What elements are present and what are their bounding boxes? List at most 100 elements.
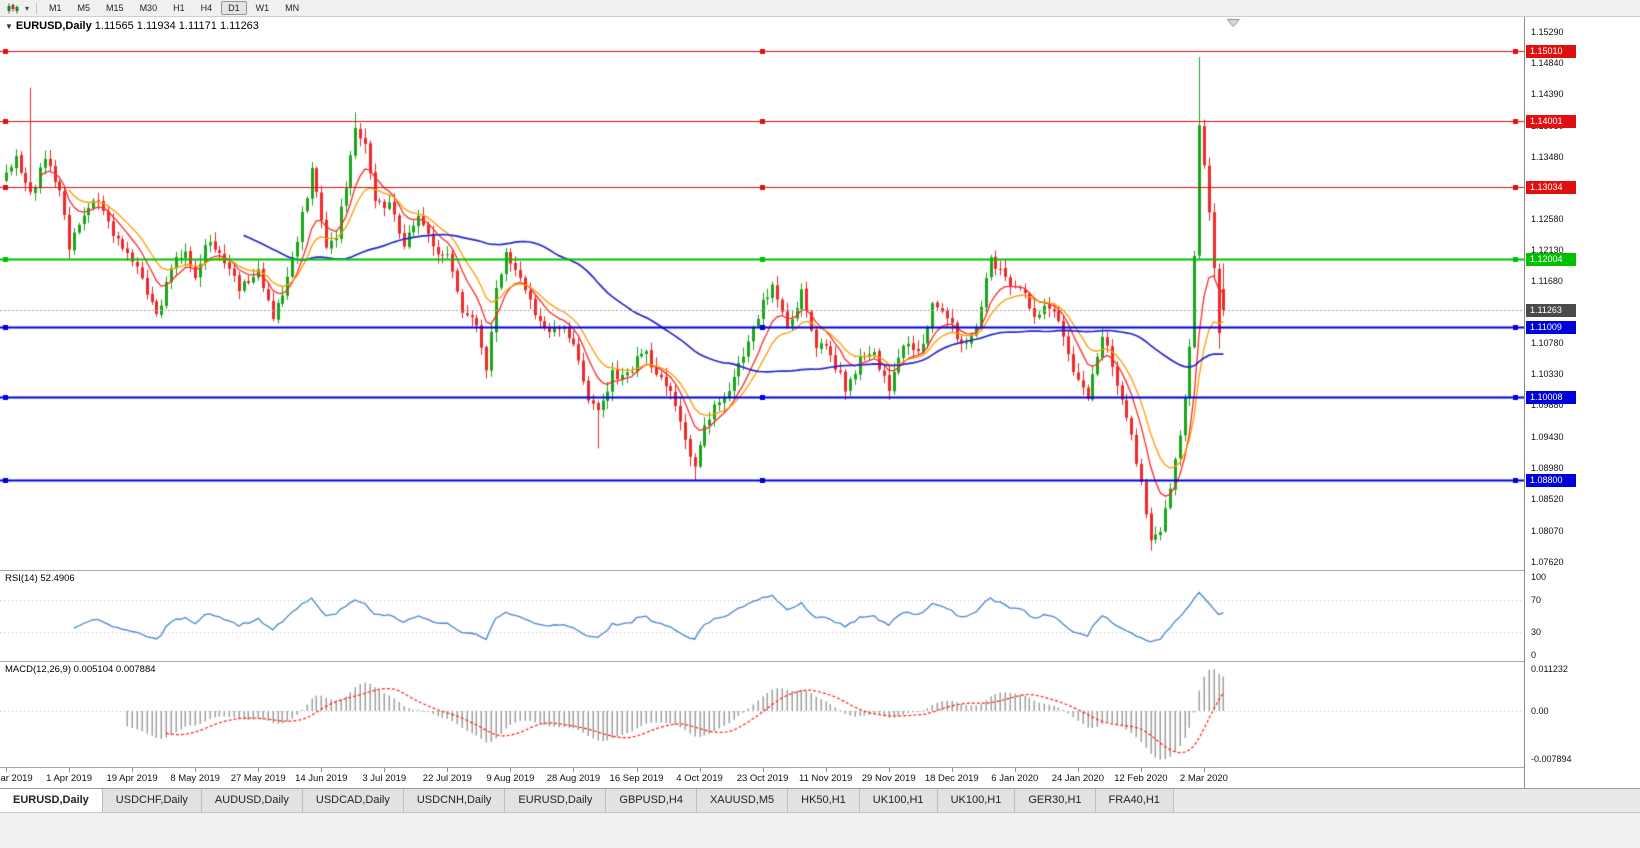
chart-tab-10[interactable]: UK100,H1 <box>937 789 1016 812</box>
timeframe-button-d1[interactable]: D1 <box>221 1 247 15</box>
date-label: 14 Jun 2019 <box>295 773 348 784</box>
chart-tab-3[interactable]: USDCAD,Daily <box>302 789 404 812</box>
macd-label: MACD(12,26,9) 0.005104 0.007884 <box>5 664 156 675</box>
price-tick-label: 1.15290 <box>1531 26 1564 37</box>
date-label: 29 Nov 2019 <box>861 773 916 784</box>
date-label: 18 Dec 2019 <box>924 773 979 784</box>
time-tick <box>321 768 323 772</box>
macd-axis-label: 0.011232 <box>1531 664 1568 674</box>
date-label: 13 Mar 2019 <box>0 773 33 784</box>
candlestick-glyph <box>7 3 19 13</box>
time-tick <box>699 768 701 772</box>
price-tick-label: 1.08070 <box>1531 525 1564 536</box>
rsi-canvas[interactable] <box>0 571 1524 661</box>
date-label: 24 Jan 2020 <box>1051 773 1104 784</box>
macd-axis-label: -0.007894 <box>1531 754 1572 764</box>
timeframe-button-h4[interactable]: H4 <box>200 3 213 13</box>
price-tick-label: 1.12580 <box>1531 213 1564 224</box>
rsi-panel: RSI(14) 52.4906 <box>0 571 1524 661</box>
chart-tab-12[interactable]: FRA40,H1 <box>1095 789 1174 812</box>
rsi-axis-label: 100 <box>1531 572 1547 582</box>
chart-tab-1[interactable]: USDCHF,Daily <box>102 789 202 812</box>
timeframe-button-m1[interactable]: M1 <box>49 3 62 13</box>
timeframe-button-w1[interactable]: W1 <box>255 3 270 13</box>
panel-divider[interactable] <box>0 661 1640 662</box>
date-label: 27 May 2019 <box>230 773 286 784</box>
time-tick <box>762 768 764 772</box>
toolbar-separator <box>36 2 38 14</box>
chart-tab-5[interactable]: EURUSD,Daily <box>505 789 607 812</box>
macd-panel: MACD(12,26,9) 0.005104 0.007884 <box>0 662 1524 767</box>
time-tick <box>573 768 575 772</box>
rsi-axis-label: 0 <box>1531 650 1537 660</box>
time-tick <box>384 768 386 772</box>
hline-price-label: 1.13034 <box>1526 181 1576 195</box>
hline-price-label: 1.08800 <box>1526 474 1576 488</box>
chart-tabs-bar: EURUSD,Daily USDCHF,Daily AUDUSD,Daily USDC… <box>0 788 1640 812</box>
date-label: 23 Oct 2019 <box>736 773 789 784</box>
price-tick-label: 1.11680 <box>1531 276 1563 287</box>
date-label: 4 Oct 2019 <box>676 773 723 784</box>
timeframe-button-h1[interactable]: H1 <box>173 3 185 13</box>
chart-tab-7[interactable]: XAUUSD,M5 <box>696 789 789 812</box>
price-tick-label: 1.14390 <box>1531 88 1564 99</box>
macd-canvas[interactable] <box>0 662 1524 767</box>
time-tick <box>1140 768 1142 772</box>
date-label: 8 May 2019 <box>170 773 220 784</box>
chart-tab-4[interactable]: USDCNH,Daily <box>403 789 506 812</box>
chart-tab-8[interactable]: HK50,H1 <box>788 789 860 812</box>
time-tick <box>636 768 638 772</box>
panel-divider[interactable] <box>0 570 1640 571</box>
date-label: 11 Nov 2019 <box>799 773 853 784</box>
time-tick <box>951 768 953 772</box>
chart-symbol-period: EURUSD,Daily <box>15 20 92 32</box>
time-tick <box>510 768 512 772</box>
chart-tab-2[interactable]: AUDUSD,Daily <box>201 789 303 812</box>
macd-axis-label: 0.00 <box>1531 705 1549 716</box>
candlestick-chart-icon[interactable] <box>4 1 22 16</box>
timeframe-buttons: M1 M5 M15 M30 H1 H4 D1 W1 MN <box>41 1 307 15</box>
timeframe-button-m30[interactable]: M30 <box>139 3 158 13</box>
date-label: 3 Jul 2019 <box>362 773 407 784</box>
chart-tab-0[interactable]: EURUSD,Daily <box>0 789 103 812</box>
price-tick-label: 1.07620 <box>1531 556 1564 567</box>
date-label: 16 Sep 2019 <box>609 773 664 784</box>
time-tick <box>6 768 7 772</box>
chart-tab-6[interactable]: GBPUSD,H4 <box>606 789 697 812</box>
price-tick-label: 1.13480 <box>1531 151 1564 162</box>
main-chart-panel: ▼ EURUSD,Daily 1.11565 1.11934 1.11171 1.… <box>0 17 1524 570</box>
price-tick-label: 1.09430 <box>1531 431 1564 442</box>
date-label: 12 Feb 2020 <box>1114 773 1168 784</box>
date-label: 1 Apr 2019 <box>46 773 93 784</box>
time-tick <box>195 768 197 772</box>
price-axis[interactable]: 1.152901.148401.143901.139301.134801.130… <box>1524 17 1640 788</box>
timeframe-button-m5[interactable]: M5 <box>77 3 91 13</box>
time-tick <box>825 768 827 772</box>
chart-tab-11[interactable]: GER30,H1 <box>1015 789 1096 812</box>
main-chart-canvas[interactable] <box>0 17 1524 570</box>
hline-price-label: 1.11009 <box>1526 321 1576 335</box>
time-tick <box>1014 768 1016 772</box>
time-tick <box>132 768 134 772</box>
date-label: 19 Apr 2019 <box>106 773 158 784</box>
price-tick-label: 1.10780 <box>1531 338 1564 349</box>
hline-price-label: 1.15010 <box>1526 44 1576 58</box>
chart-title: ▼ EURUSD,Daily 1.11565 1.11934 1.11171 1.… <box>5 20 259 32</box>
toolbar: ▾ M1 M5 M15 M30 H1 H4 D1 W1 MN <box>0 0 1640 17</box>
time-tick <box>888 768 890 772</box>
chart-type-dropdown-icon[interactable]: ▾ <box>25 3 30 13</box>
timeframe-button-m15[interactable]: M15 <box>106 3 124 13</box>
panel-divider[interactable] <box>0 767 1640 768</box>
rsi-axis-label: 30 <box>1531 626 1542 637</box>
hline-price-label: 1.12004 <box>1526 252 1576 266</box>
timeframe-button-mn[interactable]: MN <box>285 3 300 13</box>
symbol-dropdown-icon[interactable]: ▼ <box>5 22 13 31</box>
chart-tab-9[interactable]: UK100,H1 <box>859 789 938 812</box>
hline-price-label: 1.14001 <box>1526 114 1576 128</box>
time-axis[interactable]: 13 Mar 2019 1 Apr 2019 19 Apr 2019 8 May 20… <box>0 768 1524 788</box>
chart-ohlc-values: 1.11565 1.11934 1.11171 1.11263 <box>94 20 259 32</box>
price-tick-label: 1.10330 <box>1531 369 1564 380</box>
time-tick <box>1203 768 1205 772</box>
price-tick-label: 1.08520 <box>1531 494 1564 505</box>
date-label: 22 Jul 2019 <box>422 773 472 784</box>
